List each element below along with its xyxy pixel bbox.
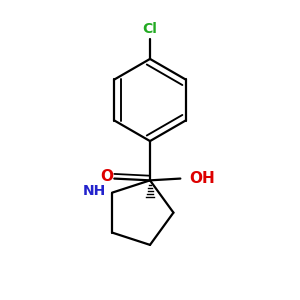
Text: O: O xyxy=(100,169,113,184)
Text: Cl: Cl xyxy=(142,22,158,36)
Text: OH: OH xyxy=(189,171,215,186)
Text: NH: NH xyxy=(82,184,106,198)
